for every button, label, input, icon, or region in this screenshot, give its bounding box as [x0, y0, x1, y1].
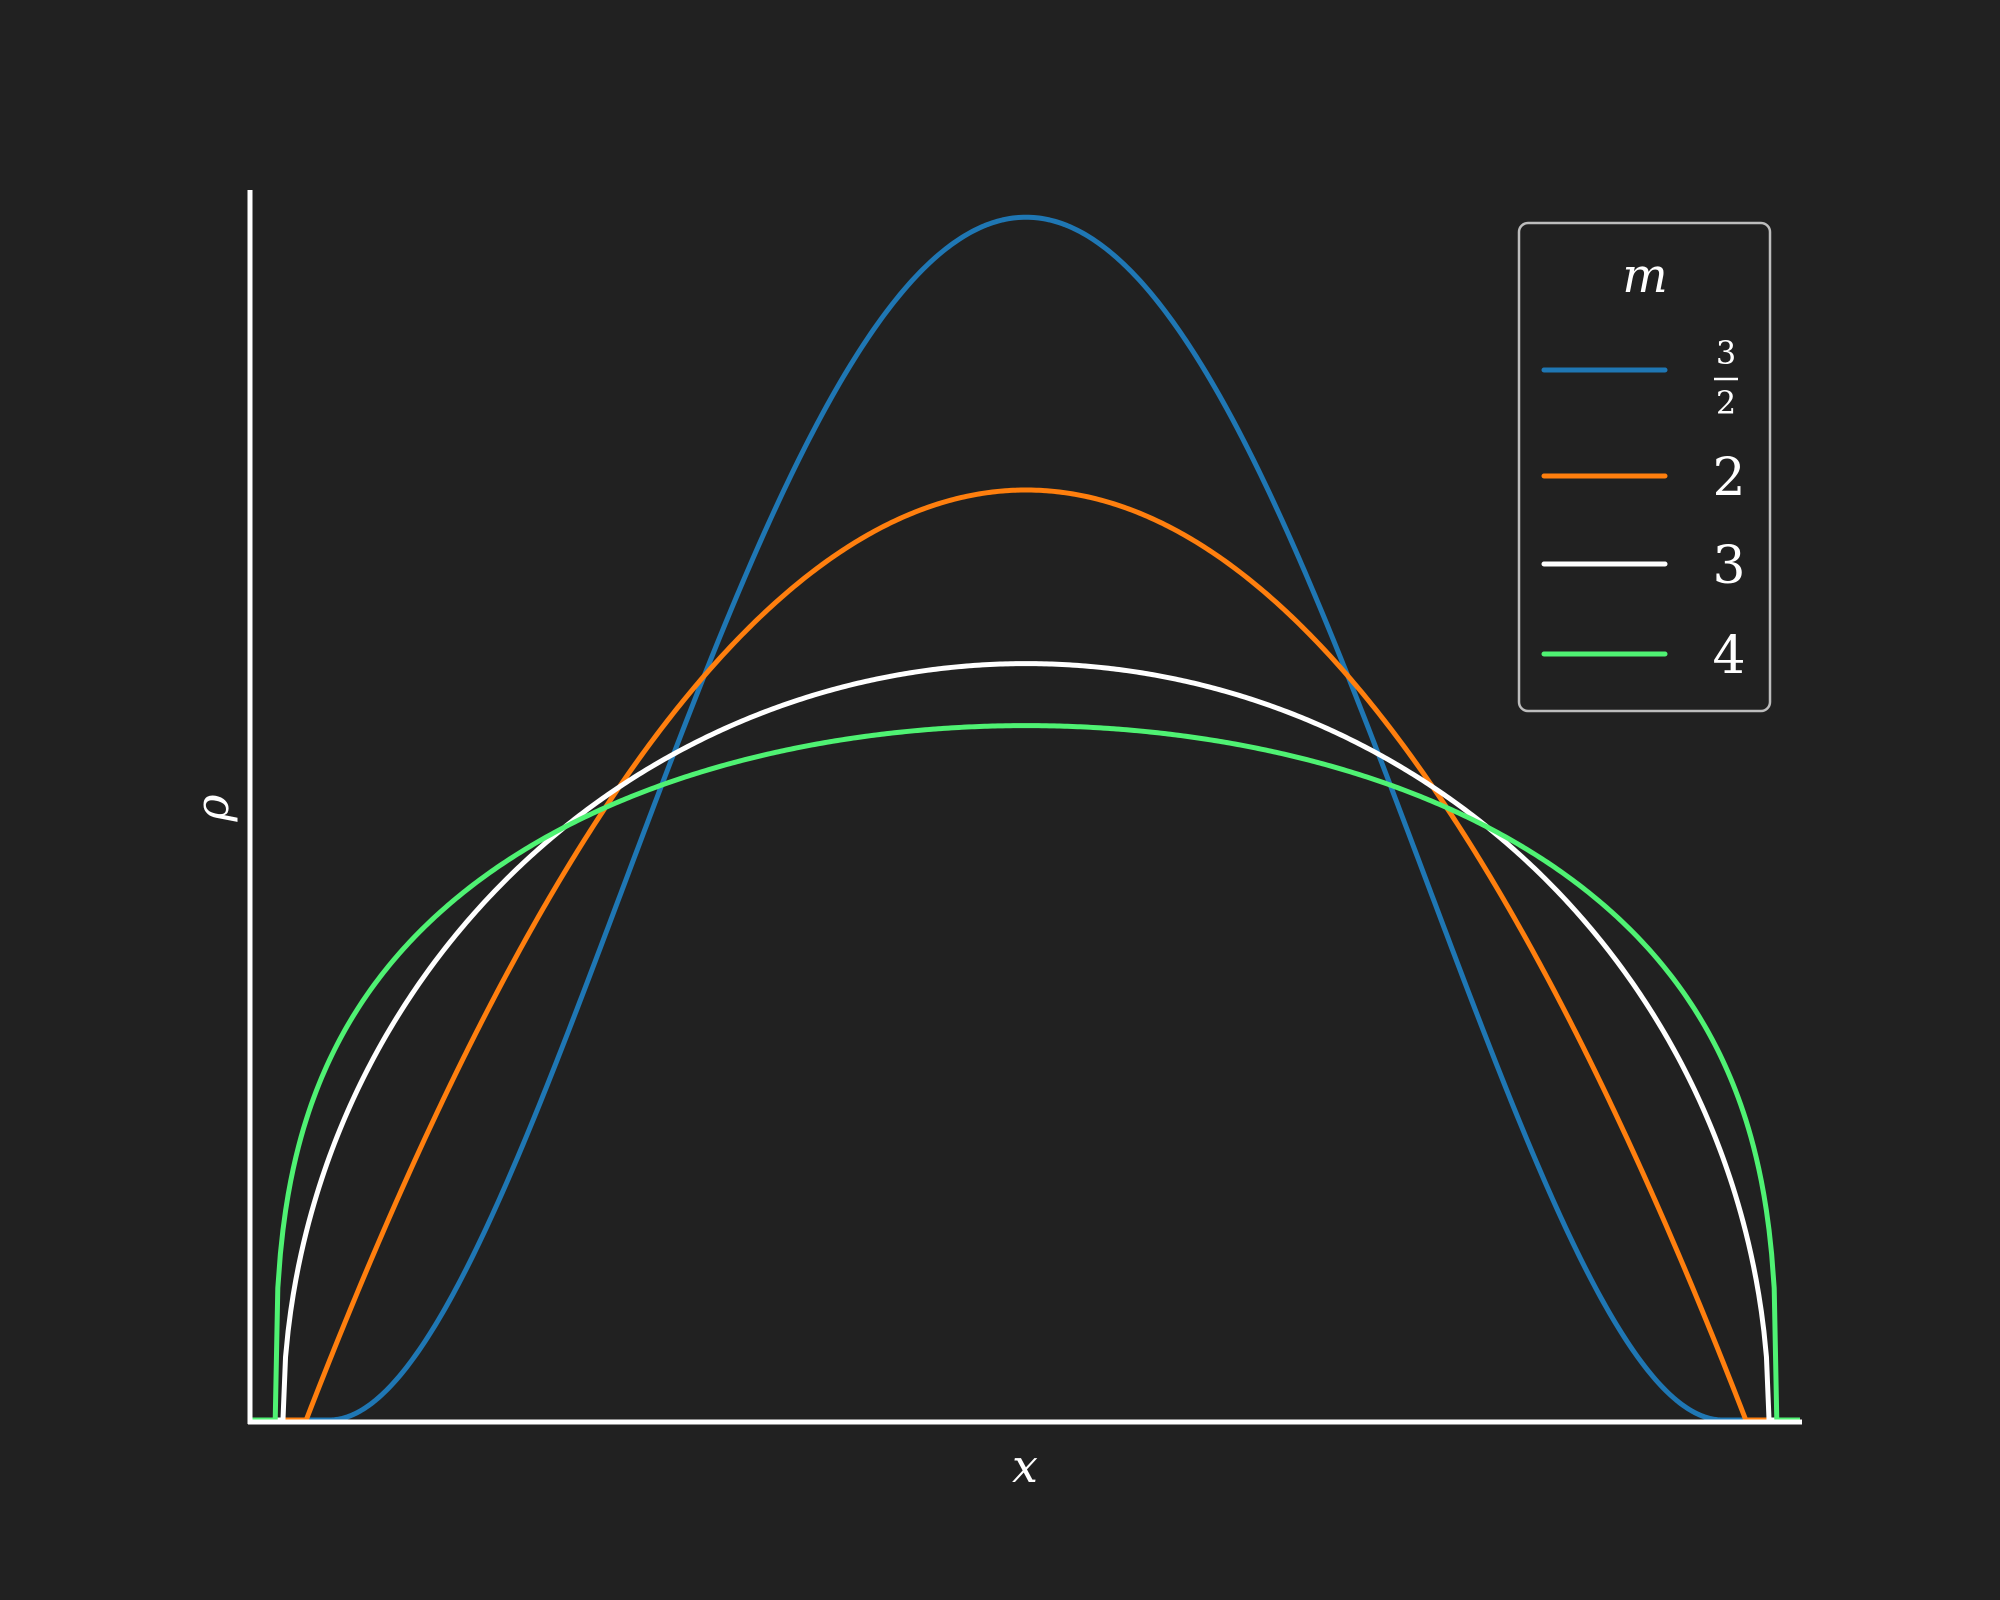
series-line-m-1-5 [252, 214, 1800, 1423]
y-axis-label: ρ [185, 794, 239, 822]
series-line-m-4 [252, 723, 1800, 1423]
legend-label-m-3: 3 [1712, 536, 1745, 596]
legend-label-m-4: 4 [1712, 626, 1745, 686]
legend-label-m-3-2-denominator: 2 [1716, 384, 1736, 422]
series-line-m-2 [252, 487, 1800, 1423]
x-axis-label: x [1012, 1439, 1038, 1493]
series-line-m-3 [252, 661, 1800, 1423]
legend-label-m-3-2-numerator: 3 [1716, 334, 1736, 372]
legend-frame [1517, 221, 1772, 713]
legend-title: m [1622, 248, 1668, 304]
legend: m 3 2 2 3 4 [1517, 221, 1772, 713]
legend-label-m-2: 2 [1712, 448, 1745, 508]
series-layer [252, 214, 1800, 1423]
